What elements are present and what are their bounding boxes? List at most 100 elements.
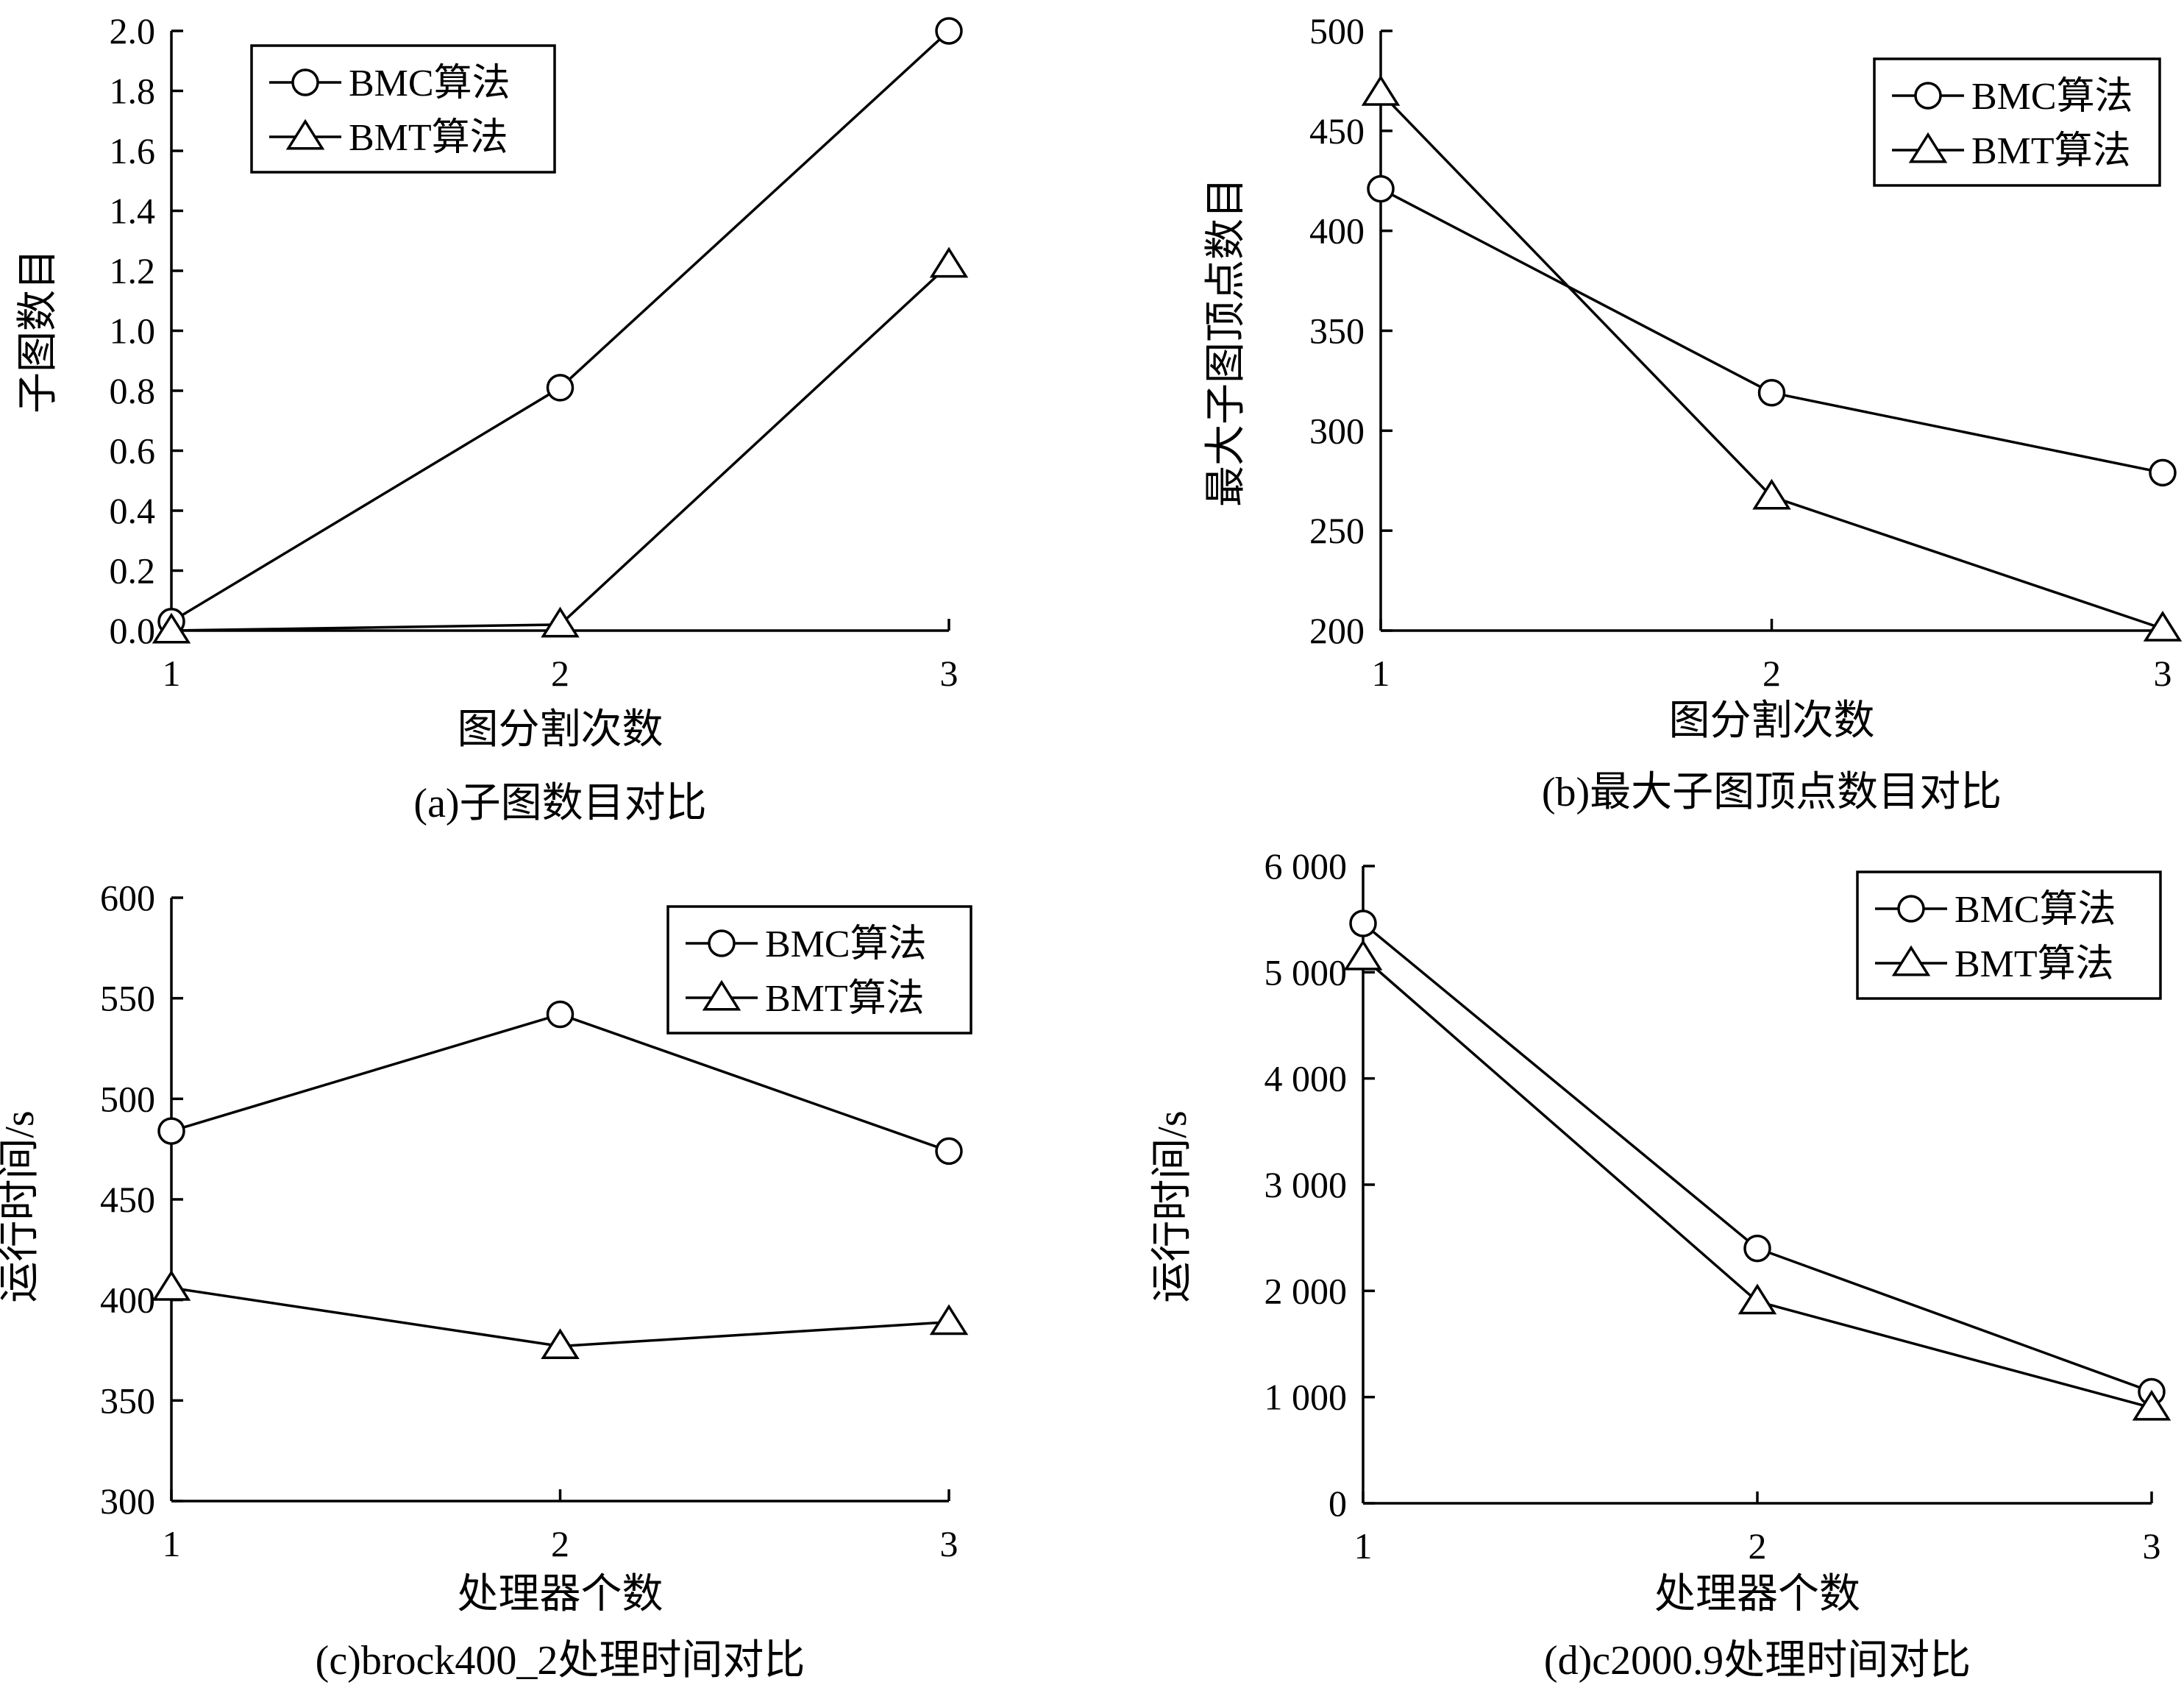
chart-caption: (c)brock400_2处理时间对比 — [316, 1638, 805, 1684]
legend-marker-circle — [1914, 82, 1942, 110]
y-tick-label: 6 000 — [1264, 845, 1348, 887]
data-point-triangle — [541, 1328, 580, 1360]
y-tick-label: 300 — [100, 1480, 155, 1522]
legend-marker-circle — [291, 68, 319, 96]
y-axis-label: 运行时间/s — [1150, 1110, 1195, 1302]
data-point-circle — [1743, 1234, 1771, 1263]
y-tick-label: 250 — [1309, 510, 1365, 551]
y-tick-label: 1.4 — [110, 191, 156, 232]
data-point-circle — [546, 374, 575, 402]
legend-label: BMT算法 — [349, 117, 508, 159]
legend-box — [1873, 57, 2161, 187]
x-tick-label: 3 — [2143, 1525, 2161, 1567]
x-axis-label: 处理器个数 — [458, 1572, 664, 1617]
data-point-circle — [2149, 458, 2177, 487]
data-point-circle — [157, 1117, 185, 1145]
legend-marker-circle — [708, 929, 736, 957]
y-tick-label: 0.2 — [110, 550, 156, 592]
y-tick-label: 0.8 — [110, 370, 156, 411]
data-point-circle — [1757, 378, 1786, 407]
series-line-triangle — [171, 263, 950, 632]
legend-box — [1856, 870, 2162, 1000]
data-point-triangle — [541, 606, 580, 638]
legend-box — [250, 44, 556, 174]
legend-marker-circle — [1897, 895, 1925, 923]
y-tick-label: 350 — [1309, 311, 1365, 352]
y-tick-label: 0.6 — [110, 430, 156, 472]
y-tick-label: 1 000 — [1264, 1377, 1348, 1418]
legend-label: BMC算法 — [349, 63, 511, 104]
data-point-circle — [546, 1000, 575, 1029]
chart-panel-2: 300 350 400 450 500 550 600 1 2 3 处理器个数 运行时间/s (c)br… — [0, 877, 972, 1684]
y-tick-label: 300 — [1309, 410, 1365, 451]
legend-marker-triangle — [285, 118, 325, 150]
x-tick-label: 1 — [1372, 653, 1390, 694]
legend-label: BMT算法 — [1971, 130, 2131, 172]
x-tick-label: 1 — [163, 1523, 181, 1564]
legend-marker-triangle — [1891, 945, 1931, 976]
data-point-triangle — [1752, 478, 1791, 510]
data-point-triangle — [152, 612, 191, 644]
y-tick-label: 1.0 — [110, 311, 156, 352]
x-tick-label: 2 — [1763, 653, 1781, 694]
y-tick-label: 200 — [1309, 610, 1365, 651]
y-tick-label: 400 — [1309, 210, 1365, 252]
y-axis-label: 子图数目 — [15, 249, 61, 414]
chart-panel-1: 200 250 300 350 400 450 500 1 2 3 图分割次数 最大子图顶点数目 (b)… — [1203, 10, 2183, 815]
chart-panel-3: 0 1 000 2 000 3 000 4 000 5 000 6 000 1 2 3 处理器个数 运… — [1150, 845, 2171, 1684]
x-axis-label: 图分割次数 — [458, 707, 664, 753]
series-line-circle — [171, 1012, 950, 1153]
y-tick-label: 5 000 — [1264, 951, 1348, 993]
y-tick-label: 0.0 — [110, 610, 156, 651]
data-point-triangle — [2143, 610, 2183, 642]
legend-label: BMT算法 — [765, 978, 925, 1020]
y-tick-label: 2 000 — [1264, 1270, 1348, 1311]
legend-marker-triangle — [702, 979, 741, 1011]
series-line-triangle — [1362, 956, 2152, 1409]
y-tick-label: 600 — [100, 877, 155, 918]
x-tick-label: 3 — [2154, 653, 2172, 694]
y-tick-label: 500 — [1309, 10, 1365, 52]
data-point-triangle — [152, 1269, 191, 1301]
y-tick-label: 450 — [1309, 110, 1365, 152]
data-point-triangle — [1361, 74, 1401, 106]
x-tick-label: 1 — [1354, 1525, 1373, 1567]
x-tick-label: 3 — [940, 653, 958, 694]
y-tick-label: 350 — [100, 1380, 155, 1421]
x-tick-label: 3 — [940, 1523, 958, 1564]
y-tick-label: 0.4 — [110, 490, 156, 531]
legend-box — [666, 905, 972, 1035]
x-axis-label: 图分割次数 — [1669, 698, 1875, 744]
legend-label: BMC算法 — [1971, 76, 2133, 118]
legend-marker-triangle — [1908, 132, 1948, 163]
y-tick-label: 2.0 — [110, 10, 156, 52]
x-tick-label: 2 — [1749, 1525, 1767, 1567]
data-point-circle — [1367, 174, 1395, 203]
chart-caption: (a)子图数目对比 — [413, 781, 706, 826]
x-tick-label: 2 — [551, 653, 569, 694]
data-point-circle — [935, 1137, 963, 1166]
y-tick-label: 450 — [100, 1179, 155, 1220]
chart-caption: (d)c2000.9处理时间对比 — [1544, 1638, 1971, 1684]
y-tick-label: 1.6 — [110, 130, 156, 171]
y-tick-label: 0 — [1328, 1483, 1347, 1524]
y-tick-label: 1.2 — [110, 250, 156, 291]
y-tick-label: 4 000 — [1264, 1058, 1348, 1099]
y-tick-label: 550 — [100, 978, 155, 1019]
x-axis-label: 处理器个数 — [1654, 1572, 1860, 1617]
chart-caption: (b)最大子图顶点数目对比 — [1542, 770, 2002, 815]
y-tick-label: 1.8 — [110, 71, 156, 112]
chart-panel-0: 0.0 0.2 0.4 0.6 0.8 1.0 1.2 1.4 1.6 1.8 2.0 1 2 3 图分割次… — [15, 10, 969, 826]
x-tick-label: 2 — [551, 1523, 569, 1564]
data-point-triangle — [1737, 1283, 1777, 1315]
data-point-circle — [935, 17, 963, 45]
legend-label: BMC算法 — [1954, 889, 2116, 931]
series-line-circle — [1380, 188, 2163, 475]
data-point-triangle — [2132, 1389, 2171, 1421]
y-axis-label: 运行时间/s — [0, 1110, 43, 1302]
x-tick-label: 1 — [163, 653, 181, 694]
data-point-circle — [1349, 909, 1377, 937]
y-tick-label: 500 — [100, 1078, 155, 1119]
y-tick-label: 3 000 — [1264, 1164, 1348, 1205]
